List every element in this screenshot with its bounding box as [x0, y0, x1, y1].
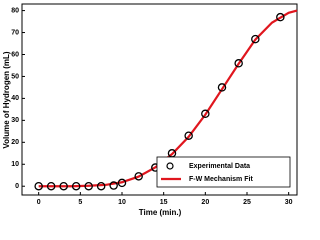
plot-frame — [21, 3, 298, 196]
legend-marker — [166, 162, 174, 170]
chart: Time (min.) Volume of Hydrogen (mL) 0 5 10… — [2, 3, 298, 217]
data-point — [184, 131, 193, 140]
data-point — [109, 181, 118, 190]
data-point — [71, 181, 81, 191]
x-tick-label: 25 — [243, 199, 251, 206]
data-point — [84, 181, 93, 191]
x-tick-label: 0 — [37, 199, 41, 206]
data-point — [117, 178, 127, 188]
x-axis-label: Time (min.) — [139, 208, 182, 217]
legend-label: Experimental Data — [189, 163, 250, 170]
legend-box — [156, 156, 291, 188]
data-point — [46, 181, 56, 191]
y-tick-label: 10 — [11, 161, 19, 168]
x-tick-label: 20 — [201, 199, 209, 206]
data-point — [134, 172, 143, 181]
data-point — [34, 181, 43, 191]
data-point — [234, 59, 243, 68]
legend-label: F-W Mechanism Fit — [189, 176, 253, 183]
data-point — [276, 12, 285, 22]
y-axis-label: Volume of Hydrogen (mL) — [2, 51, 11, 149]
y-tick-label: 80 — [11, 7, 19, 14]
x-tick-label: 5 — [78, 199, 82, 206]
y-tick-label: 0 — [15, 183, 19, 190]
x-tick-label: 10 — [118, 199, 126, 206]
y-tick-label: 60 — [11, 51, 19, 58]
y-tick-label: 20 — [11, 139, 19, 146]
data-point — [96, 181, 106, 191]
y-tick-label: 70 — [11, 29, 19, 36]
data-point — [59, 181, 68, 191]
x-tick-label: 30 — [285, 199, 293, 206]
y-tick-label: 30 — [11, 117, 19, 124]
fit-line — [38, 9, 298, 188]
data-point — [201, 109, 210, 119]
data-point — [217, 83, 227, 92]
data-point — [251, 34, 260, 44]
y-tick-label: 40 — [11, 95, 19, 102]
x-tick-label: 15 — [160, 199, 168, 206]
y-tick-label: 50 — [11, 73, 19, 80]
